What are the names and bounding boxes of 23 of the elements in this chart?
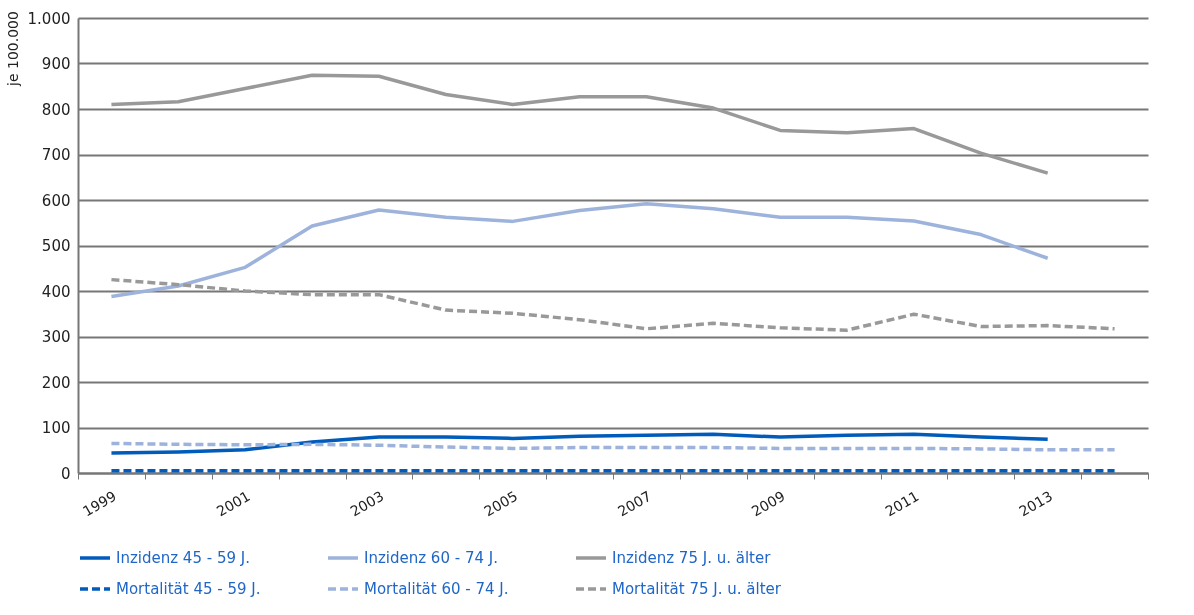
legend-label: Mortalität 45 - 59 J. bbox=[116, 580, 261, 598]
y-tick-label: 400 bbox=[41, 282, 71, 301]
y-tick-label: 200 bbox=[41, 373, 71, 392]
legend-label: Mortalität 75 J. u. älter bbox=[612, 580, 782, 598]
line-series bbox=[109, 201, 1050, 299]
line-series bbox=[109, 432, 1050, 455]
line-series bbox=[109, 441, 1117, 452]
legend-label: Mortalität 60 - 74 J. bbox=[364, 580, 509, 598]
y-tick-label: 700 bbox=[41, 146, 71, 164]
line-series bbox=[109, 277, 1117, 332]
y-tick-label: 0 bbox=[60, 464, 71, 483]
legend-label: Inzidenz 75 J. u. älter bbox=[612, 549, 772, 567]
legend-label: Inzidenz 60 - 74 J. bbox=[364, 549, 498, 567]
y-tick-label: 1.000 bbox=[27, 9, 71, 28]
y-tick-label: 900 bbox=[41, 55, 71, 73]
y-tick-label: 600 bbox=[41, 191, 71, 210]
y-tick-label: 800 bbox=[41, 100, 71, 119]
y-tick-label: 300 bbox=[41, 328, 71, 346]
legend-label: Inzidenz 45 - 59 J. bbox=[116, 549, 250, 567]
line-series bbox=[109, 73, 1050, 175]
y-tick-label: 100 bbox=[41, 419, 71, 437]
y-axis-title: je 100.000 bbox=[4, 11, 21, 87]
y-tick-label: 500 bbox=[41, 237, 71, 255]
